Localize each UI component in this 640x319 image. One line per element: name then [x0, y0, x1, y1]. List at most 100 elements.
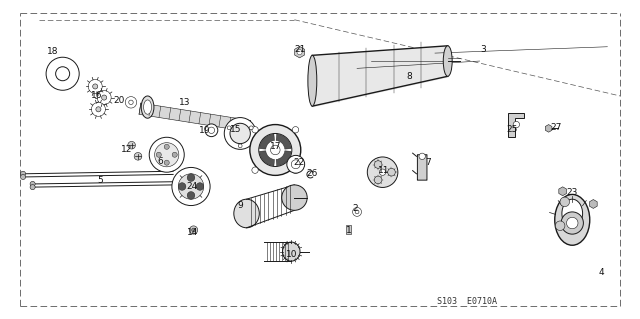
Text: 27: 27	[550, 123, 562, 132]
Circle shape	[259, 133, 292, 167]
Ellipse shape	[308, 55, 317, 106]
Circle shape	[205, 124, 218, 137]
Circle shape	[419, 153, 426, 160]
Circle shape	[380, 169, 386, 175]
Text: 8: 8	[406, 72, 412, 81]
Ellipse shape	[282, 242, 300, 261]
Circle shape	[128, 141, 136, 149]
Ellipse shape	[562, 199, 582, 228]
Circle shape	[149, 137, 184, 172]
Ellipse shape	[555, 195, 589, 245]
Circle shape	[179, 174, 204, 199]
Text: 23: 23	[566, 188, 578, 197]
Circle shape	[196, 183, 204, 190]
Circle shape	[227, 126, 231, 130]
Wedge shape	[276, 134, 291, 149]
Text: 3: 3	[480, 45, 486, 55]
Text: 15: 15	[230, 125, 241, 134]
Text: 7: 7	[426, 158, 431, 167]
Circle shape	[560, 197, 570, 207]
Text: 2: 2	[352, 204, 358, 213]
Text: 19: 19	[199, 126, 211, 135]
Circle shape	[561, 212, 584, 234]
Text: 14: 14	[187, 228, 198, 237]
Circle shape	[566, 217, 578, 229]
Circle shape	[125, 97, 137, 108]
Text: 12: 12	[122, 145, 133, 154]
Ellipse shape	[282, 185, 307, 210]
Text: 9: 9	[237, 201, 243, 210]
Circle shape	[172, 152, 177, 157]
Circle shape	[292, 167, 299, 173]
Ellipse shape	[141, 96, 154, 118]
Circle shape	[96, 107, 101, 112]
Circle shape	[292, 127, 299, 133]
Circle shape	[155, 143, 179, 167]
Circle shape	[93, 84, 98, 89]
Circle shape	[297, 50, 302, 55]
Text: 24: 24	[187, 182, 198, 191]
Circle shape	[164, 144, 169, 149]
Text: 6: 6	[157, 157, 163, 166]
Circle shape	[556, 221, 565, 231]
Circle shape	[271, 145, 280, 155]
Text: 4: 4	[598, 268, 604, 277]
Wedge shape	[259, 134, 275, 149]
Circle shape	[388, 168, 396, 176]
FancyBboxPatch shape	[417, 155, 427, 180]
Circle shape	[287, 155, 305, 173]
Text: 26: 26	[307, 169, 318, 178]
Circle shape	[230, 123, 250, 144]
Text: 1: 1	[346, 226, 351, 235]
Circle shape	[224, 118, 256, 149]
Circle shape	[374, 161, 382, 168]
Circle shape	[374, 176, 382, 184]
Circle shape	[355, 210, 359, 214]
Circle shape	[20, 174, 26, 180]
Circle shape	[134, 152, 142, 160]
Circle shape	[250, 124, 301, 175]
Circle shape	[20, 171, 26, 176]
Circle shape	[88, 79, 102, 93]
Bar	[346, 225, 351, 234]
Circle shape	[92, 102, 106, 116]
Ellipse shape	[234, 199, 259, 228]
Circle shape	[208, 127, 214, 133]
Text: 18: 18	[47, 47, 59, 56]
Ellipse shape	[143, 100, 152, 114]
Circle shape	[30, 185, 35, 190]
Circle shape	[172, 167, 210, 205]
Circle shape	[238, 144, 242, 148]
Circle shape	[353, 207, 362, 216]
Text: 11: 11	[378, 166, 390, 175]
Circle shape	[252, 127, 258, 133]
Circle shape	[97, 91, 111, 105]
Circle shape	[252, 167, 258, 173]
Text: 17: 17	[269, 142, 281, 151]
Circle shape	[156, 152, 161, 157]
Text: 13: 13	[179, 98, 190, 107]
Text: 16: 16	[91, 92, 102, 100]
Circle shape	[102, 95, 107, 100]
Circle shape	[513, 122, 520, 128]
Text: 20: 20	[113, 96, 125, 105]
Circle shape	[189, 226, 198, 234]
Text: S103  E0710A: S103 E0710A	[437, 297, 497, 306]
Text: 21: 21	[294, 45, 305, 55]
Circle shape	[250, 126, 253, 130]
Circle shape	[367, 157, 398, 188]
Polygon shape	[508, 114, 524, 137]
Circle shape	[291, 160, 300, 169]
Circle shape	[187, 192, 195, 199]
Polygon shape	[139, 103, 251, 132]
Wedge shape	[259, 151, 275, 166]
Text: 22: 22	[293, 158, 305, 167]
Circle shape	[187, 174, 195, 182]
Text: 10: 10	[285, 250, 297, 259]
Circle shape	[30, 182, 35, 187]
Text: 5: 5	[97, 176, 102, 185]
Wedge shape	[276, 151, 291, 166]
Text: 25: 25	[506, 125, 517, 134]
Circle shape	[191, 228, 195, 232]
Circle shape	[179, 183, 186, 190]
